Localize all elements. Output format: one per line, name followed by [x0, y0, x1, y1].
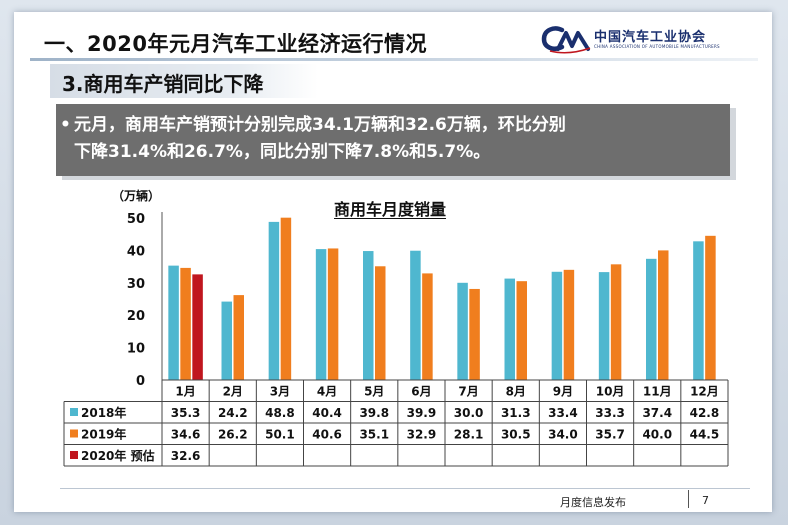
- bar-2019-3: [280, 217, 292, 380]
- footer-separator: [688, 490, 689, 508]
- bar-2020-1: [192, 274, 203, 380]
- x-tick-label: 6月: [411, 385, 431, 399]
- summary-line-2: 下降31.4%和26.7%，同比分别下降7.8%和5.7%。: [74, 142, 491, 162]
- chart-title: 商用车月度销量: [334, 200, 447, 219]
- y-tick-label: 40: [127, 244, 145, 259]
- x-tick-label: 5月: [364, 385, 384, 399]
- bar-2019-6: [422, 273, 433, 380]
- legend-label: 2019年: [81, 427, 126, 442]
- y-tick-label: 0: [136, 374, 145, 389]
- bar-2019-7: [469, 288, 480, 380]
- caam-logo: 中国汽车工业协会 CHINA ASSOCIATION OF AUTOMOBILE…: [540, 22, 740, 58]
- footer-label: 月度信息发布: [560, 496, 626, 509]
- bar-2019-5: [375, 266, 386, 380]
- data-label: 32.6: [171, 449, 201, 463]
- bar-2019-8: [516, 281, 527, 380]
- legend-swatch: [70, 408, 78, 416]
- data-label: 50.1: [265, 428, 295, 442]
- x-tick-label: 9月: [553, 385, 573, 399]
- summary-line-1: 元月，商用车产销预计分别完成34.1万辆和32.6万辆，环比分别: [74, 115, 566, 135]
- data-label: 42.8: [690, 406, 720, 420]
- data-label: 48.8: [265, 406, 295, 420]
- bar-2018-1: [168, 265, 179, 380]
- data-label: 24.2: [218, 406, 248, 420]
- x-tick-label: 10月: [596, 385, 625, 399]
- data-label: 30.0: [454, 406, 484, 420]
- summary-callout: [56, 104, 730, 176]
- data-label: 35.3: [171, 406, 201, 420]
- bar-2019-1: [180, 267, 191, 380]
- bar-2019-10: [610, 264, 622, 380]
- data-label: 40.0: [642, 428, 672, 442]
- y-tick-label: 20: [127, 309, 145, 324]
- page-number: 7: [702, 494, 709, 507]
- x-tick-label: 4月: [317, 385, 337, 399]
- bar-2018-8: [504, 278, 515, 380]
- data-label: 37.4: [642, 406, 672, 420]
- data-label: 31.3: [501, 406, 531, 420]
- bar-2019-11: [658, 250, 669, 380]
- data-label: 33.3: [595, 406, 625, 420]
- bar-2018-2: [221, 301, 232, 380]
- x-tick-label: 1月: [175, 385, 195, 399]
- x-tick-label: 12月: [690, 385, 719, 399]
- legend-label: 2018年: [81, 405, 126, 420]
- data-label: 32.9: [407, 428, 437, 442]
- data-label: 34.0: [548, 428, 578, 442]
- subtitle-band: [50, 64, 318, 98]
- legend-swatch: [70, 451, 78, 459]
- x-tick-label: 8月: [506, 385, 526, 399]
- bar-2018-6: [410, 250, 421, 380]
- data-label: 33.4: [548, 406, 578, 420]
- bar-2018-4: [315, 249, 327, 380]
- logo-text-cn: 中国汽车工业协会: [594, 30, 707, 45]
- data-label: 40.6: [312, 428, 342, 442]
- data-label: 26.2: [218, 428, 248, 442]
- legend-swatch: [70, 429, 78, 438]
- bar-2019-2: [233, 295, 244, 380]
- data-label: 35.1: [359, 428, 389, 442]
- y-axis-unit-label: （万辆）: [112, 189, 161, 203]
- bar-2018-11: [646, 258, 657, 380]
- x-tick-label: 3月: [270, 385, 290, 399]
- x-tick-label: 7月: [458, 385, 478, 399]
- bar-2019-4: [327, 248, 339, 380]
- bar-2018-9: [551, 271, 563, 380]
- page-title: 一、2020年元月汽车工业经济运行情况: [44, 32, 427, 56]
- y-tick-label: 50: [127, 212, 145, 227]
- x-tick-label: 2月: [223, 385, 243, 399]
- y-tick-label: 30: [127, 277, 145, 292]
- footer-rule: [60, 488, 750, 489]
- data-label: 30.5: [501, 428, 531, 442]
- bar-2018-10: [598, 272, 610, 380]
- legend-label: 2020年 预估: [81, 448, 155, 463]
- data-label: 40.4: [312, 406, 342, 420]
- data-label: 39.9: [407, 406, 437, 420]
- bar-2019-9: [563, 269, 575, 380]
- bar-2018-7: [457, 282, 468, 380]
- data-label: 28.1: [454, 428, 484, 442]
- x-tick-label: 11月: [643, 385, 672, 399]
- bar-2018-5: [363, 251, 374, 380]
- data-label: 34.6: [171, 428, 201, 442]
- y-tick-label: 10: [127, 342, 145, 357]
- bar-2018-3: [268, 221, 280, 380]
- data-label: 35.7: [595, 428, 625, 442]
- bullet-mark: •: [60, 115, 71, 135]
- bar-2019-12: [705, 235, 716, 380]
- summary-text: • 元月，商用车产销预计分别完成34.1万辆和32.6万辆，环比分别 下降31.4…: [60, 112, 722, 166]
- section-subtitle: 3.商用车产销同比下降: [62, 72, 264, 96]
- data-label: 44.5: [690, 428, 720, 442]
- title-rule: [30, 58, 758, 61]
- caam-logo-icon: [541, 26, 591, 54]
- bar-2018-12: [693, 241, 704, 380]
- data-label: 39.8: [359, 406, 389, 420]
- logo-text-en: CHINA ASSOCIATION OF AUTOMOBILE MANUFACT…: [594, 44, 720, 49]
